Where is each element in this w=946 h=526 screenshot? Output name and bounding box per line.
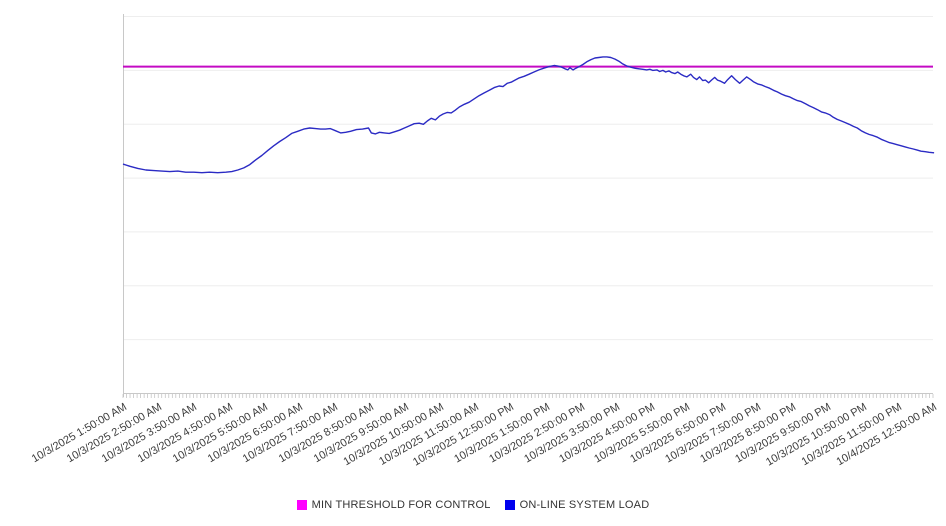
chart-legend: MIN THRESHOLD FOR CONTROL ON-LINE SYSTEM… [0, 497, 946, 513]
chart-canvas [122, 14, 935, 398]
min-threshold-swatch-icon [296, 500, 307, 510]
online-system-load-swatch-icon [504, 500, 515, 510]
legend-label-min-threshold: MIN THRESHOLD FOR CONTROL [311, 499, 491, 511]
legend-item-min-threshold[interactable]: MIN THRESHOLD FOR CONTROL [296, 499, 491, 511]
legend-item-online-system-load[interactable]: ON-LINE SYSTEM LOAD [504, 499, 650, 511]
legend-label-online-system-load: ON-LINE SYSTEM LOAD [519, 499, 650, 511]
load-series-line [122, 56, 935, 174]
